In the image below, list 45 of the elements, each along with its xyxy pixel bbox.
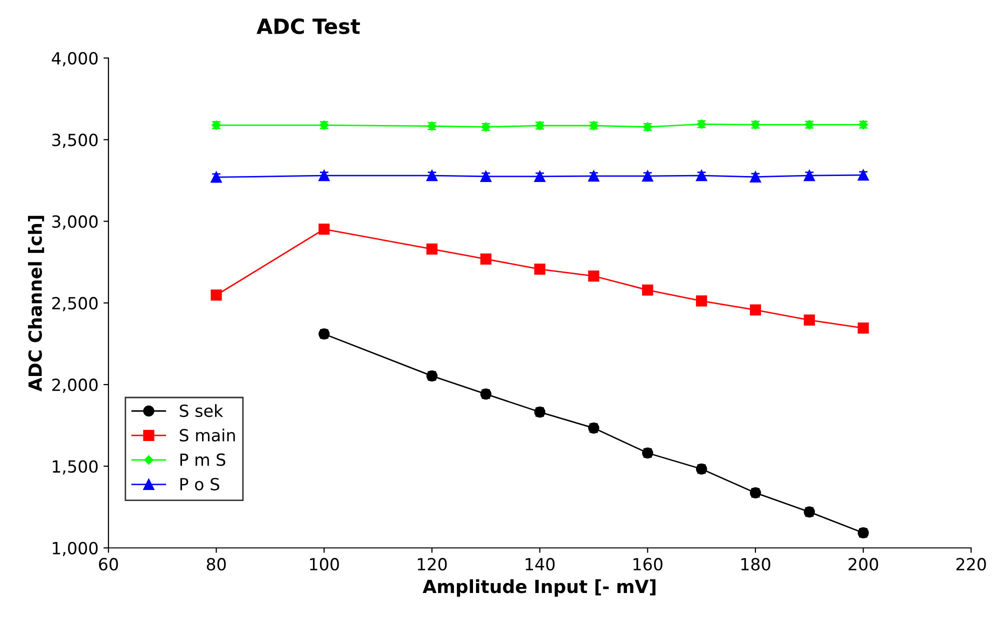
x-tick-label: 140	[526, 558, 555, 570]
point	[588, 270, 600, 282]
y-axis-title: ADC Channel [ch]	[28, 216, 44, 392]
y-tick-label: 3,500	[52, 134, 98, 148]
x-tick-label: 180	[741, 558, 770, 570]
point	[804, 314, 815, 326]
point	[480, 253, 492, 265]
chart-title: ADC Test	[256, 18, 360, 34]
y-tick-label: 2,000	[52, 378, 98, 393]
x-tick-label: 100	[310, 558, 339, 570]
x-tick-label: 200	[848, 558, 878, 570]
y-tick-label: 1,500	[52, 460, 98, 474]
point	[642, 284, 654, 296]
point	[534, 264, 546, 275]
y-tick-label: 1,000	[52, 542, 98, 556]
y-tick-label: 3,000	[52, 215, 98, 230]
y-tick-label: 4,000	[52, 52, 98, 66]
legend-label: P o S	[180, 478, 220, 490]
point	[318, 224, 330, 235]
point	[696, 295, 708, 307]
point	[858, 322, 869, 334]
y-tick-label: 2,500	[52, 296, 98, 312]
point	[642, 170, 654, 182]
point	[480, 170, 492, 182]
point	[750, 304, 762, 316]
legend-label: S main	[180, 428, 235, 442]
x-tick-label: 80	[206, 558, 226, 570]
x-tick-label: 60	[99, 558, 118, 570]
point	[696, 170, 708, 182]
legend-label: S sek	[180, 404, 224, 418]
x-axis-title: Amplitude Input [- mV]	[422, 579, 656, 597]
point	[750, 171, 762, 182]
point	[804, 170, 815, 182]
point	[426, 244, 438, 255]
x-tick-label: 120	[418, 558, 447, 570]
legend-label: P m S	[180, 453, 226, 466]
point	[534, 170, 546, 182]
point	[318, 170, 330, 182]
point	[210, 172, 222, 183]
point	[210, 290, 222, 301]
x-tick-label: 160	[634, 558, 662, 570]
point	[858, 170, 869, 181]
point	[588, 170, 600, 182]
x-tick-label: 220	[956, 558, 986, 570]
point	[426, 170, 438, 182]
